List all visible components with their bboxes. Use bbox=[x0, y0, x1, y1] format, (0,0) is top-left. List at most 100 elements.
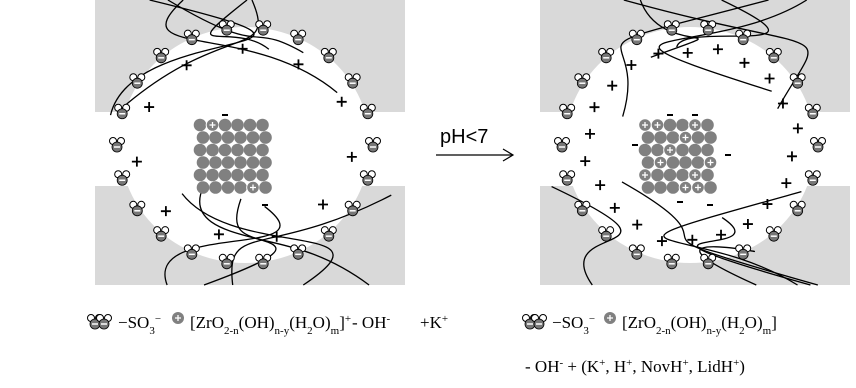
zirconia-particle bbox=[701, 169, 714, 182]
legend-text: , LidH bbox=[689, 357, 733, 376]
legend-text: [ZrO bbox=[622, 313, 656, 332]
legend-sup: + bbox=[442, 313, 448, 325]
zirconia-particle bbox=[654, 181, 667, 194]
legend-text: (H bbox=[289, 313, 307, 332]
legend-sup: − bbox=[589, 313, 595, 325]
legend-text: +K bbox=[420, 313, 443, 332]
zirconia-particle bbox=[654, 131, 667, 144]
zirconia-particle bbox=[209, 181, 222, 194]
legend-sup: - bbox=[386, 313, 390, 325]
zirconia-particle bbox=[676, 119, 689, 132]
zirconia-particle bbox=[667, 181, 680, 194]
legend-text: −SO bbox=[118, 313, 149, 332]
arrow-label: pH<7 bbox=[440, 126, 488, 148]
zirconia-particle bbox=[234, 156, 247, 169]
legend-sub: 3 bbox=[149, 325, 155, 337]
zirconia-particle bbox=[247, 156, 260, 169]
zirconia-particle bbox=[667, 131, 680, 144]
legend-sup: − bbox=[155, 313, 161, 325]
legend-sub: 3 bbox=[583, 325, 589, 337]
legend-text: - OH- + (K+, H+, NovH+, LidH+) bbox=[525, 357, 745, 376]
zirconia-particle bbox=[256, 169, 269, 182]
zirconia-particle bbox=[704, 181, 717, 194]
legend-text: −SO bbox=[552, 313, 583, 332]
zirconia-particle bbox=[259, 131, 272, 144]
legend-text: - OH- bbox=[352, 313, 390, 332]
legend-text: O) bbox=[745, 313, 763, 332]
zirconia-particle bbox=[206, 169, 219, 182]
legend-text: - OH bbox=[525, 357, 559, 376]
zirconia-particle bbox=[231, 119, 244, 132]
legend-text: [ZrO bbox=[190, 313, 224, 332]
zirconia-particle bbox=[642, 156, 655, 169]
zirconia-particle bbox=[231, 169, 244, 182]
legend-sup: + bbox=[345, 313, 351, 325]
membrane-panel bbox=[95, 0, 405, 285]
zirconia-particle bbox=[244, 169, 257, 182]
zirconia-particle bbox=[209, 156, 222, 169]
zirconia-particle bbox=[642, 181, 655, 194]
legend-sub: 2-n bbox=[224, 325, 239, 337]
zirconia-particle bbox=[247, 131, 260, 144]
zirconia-particle bbox=[259, 181, 272, 194]
zirconia-particle bbox=[689, 144, 702, 157]
zirconia-particle bbox=[219, 169, 232, 182]
zirconia-particle bbox=[664, 169, 677, 182]
zirconia-particle bbox=[219, 119, 232, 132]
zirconia-particle bbox=[197, 181, 210, 194]
zirconia-particle bbox=[639, 144, 652, 157]
legend-text: −SO3− bbox=[118, 313, 161, 337]
zirconia-particle bbox=[676, 144, 689, 157]
zirconia-particle bbox=[219, 144, 232, 157]
zirconia-particle bbox=[231, 144, 244, 157]
zirconia-particle bbox=[651, 169, 664, 182]
membrane-panel bbox=[540, 0, 850, 285]
zirconia-particle bbox=[256, 119, 269, 132]
legend-text: [ZrO2-n(OH)n-y(H2O)m]+ bbox=[190, 313, 351, 337]
zirconia-particle bbox=[664, 119, 677, 132]
zirconia-particle bbox=[222, 156, 235, 169]
legend-sub: n-y bbox=[707, 325, 722, 337]
zirconia-particle bbox=[197, 156, 210, 169]
zirconia-particle bbox=[222, 181, 235, 194]
zirconia-particle bbox=[194, 119, 207, 132]
zirconia-particle bbox=[234, 181, 247, 194]
zirconia-particle bbox=[194, 144, 207, 157]
zirconia-particle bbox=[667, 156, 680, 169]
zirconia-particle bbox=[197, 131, 210, 144]
zirconia-particle bbox=[244, 119, 257, 132]
zirconia-particle bbox=[194, 169, 207, 182]
zirconia-particle bbox=[234, 131, 247, 144]
zirconia-particle bbox=[256, 144, 269, 157]
zirconia-particle bbox=[642, 131, 655, 144]
legend-text: + (K bbox=[563, 357, 600, 376]
zirconia-particle bbox=[704, 131, 717, 144]
legend-text: , H bbox=[605, 357, 626, 376]
zirconia-particle bbox=[206, 144, 219, 157]
zirconia-particle bbox=[222, 131, 235, 144]
legend-sub: 2-n bbox=[656, 325, 671, 337]
legend-text: (OH) bbox=[671, 313, 707, 332]
diagram: pH<7 −SO3−[ZrO2-n(OH)n-y(H2O)m]+- OH-+K+… bbox=[0, 0, 856, 388]
legend-text: ) bbox=[739, 357, 745, 376]
zirconia-particle bbox=[244, 144, 257, 157]
zirconia-particle bbox=[676, 169, 689, 182]
legend-text: +K+ bbox=[420, 313, 448, 332]
legend-text: [ZrO2-n(OH)n-y(H2O)m] bbox=[622, 313, 777, 337]
legend-sub: n-y bbox=[275, 325, 290, 337]
legend-text: (OH) bbox=[239, 313, 275, 332]
legend-text: ] bbox=[771, 313, 777, 332]
zirconia-particle bbox=[701, 144, 714, 157]
zirconia-particle bbox=[679, 156, 692, 169]
zirconia-particle bbox=[259, 156, 272, 169]
zirconia-particle bbox=[651, 144, 664, 157]
legend-text: −SO3− bbox=[552, 313, 595, 337]
legend-text: - OH bbox=[352, 313, 386, 332]
zirconia-particle bbox=[692, 156, 705, 169]
zirconia-particle bbox=[209, 131, 222, 144]
legend-text: O) bbox=[313, 313, 331, 332]
legend-text: , NovH bbox=[632, 357, 682, 376]
zirconia-particle bbox=[692, 131, 705, 144]
legend-text: (H bbox=[721, 313, 739, 332]
zirconia-particle bbox=[701, 119, 714, 132]
